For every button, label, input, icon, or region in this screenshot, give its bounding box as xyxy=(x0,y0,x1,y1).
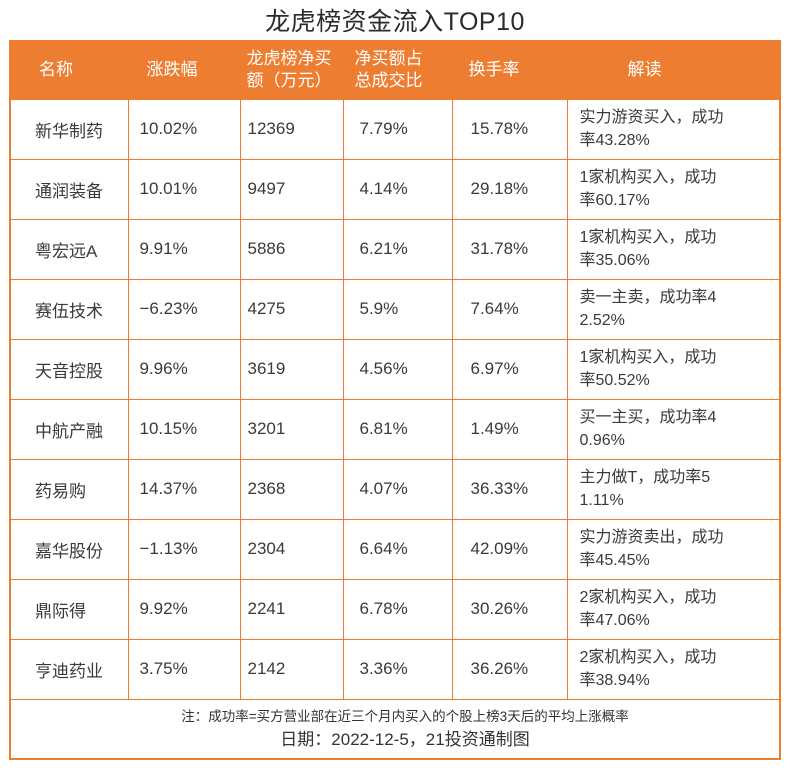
net-buy-ratio: 4.56% xyxy=(342,338,453,400)
interpretation: 1家机构买入，成功 率35.06% xyxy=(566,218,781,280)
table-row: 嘉华股份 −1.13% 2304 6.64% 42.09% 实力游资卖出，成功 … xyxy=(9,518,781,580)
interpretation: 卖一主卖，成功率4 2.52% xyxy=(566,278,781,340)
interpretation: 2家机构买入，成功 率38.94% xyxy=(566,638,781,700)
table-footer: 注：成功率=买方营业部在近三个月内买入的个股上榜3天后的平均上涨概率 日期：20… xyxy=(9,698,781,759)
col-header-ratio: 净买额占 总成交比 xyxy=(342,40,453,100)
table-row: 赛伍技术 −6.23% 4275 5.9% 7.64% 卖一主卖，成功率4 2.… xyxy=(9,278,781,340)
interpretation: 实力游资买入，成功 率43.28% xyxy=(566,98,781,160)
header-row: 名称 涨跌幅 龙虎榜净买 额（万元） 净买额占 总成交比 换手率 解读 xyxy=(9,40,781,100)
net-buy-ratio: 3.36% xyxy=(342,638,453,700)
change-pct: 10.02% xyxy=(127,98,241,160)
page-title: 龙虎榜资金流入TOP10 xyxy=(265,8,525,36)
change-pct: 10.01% xyxy=(127,158,241,220)
table-row: 天音控股 9.96% 3619 4.56% 6.97% 1家机构买入，成功 率5… xyxy=(9,338,781,400)
change-pct: 9.92% xyxy=(127,578,241,640)
col-header-turnover: 换手率 xyxy=(451,40,568,100)
stock-name: 新华制药 xyxy=(9,98,129,160)
interpretation: 1家机构买入，成功 率60.17% xyxy=(566,158,781,220)
footnote: 注：成功率=买方营业部在近三个月内买入的个股上榜3天后的平均上涨概率 xyxy=(181,708,629,724)
net-buy-amount: 5886 xyxy=(239,218,344,280)
stock-name: 粤宏远A xyxy=(9,218,129,280)
net-buy-amount: 3201 xyxy=(239,398,344,460)
change-pct: 3.75% xyxy=(127,638,241,700)
net-buy-amount: 12369 xyxy=(239,98,344,160)
net-buy-amount: 4275 xyxy=(239,278,344,340)
table-row: 鼎际得 9.92% 2241 6.78% 30.26% 2家机构买入，成功 率4… xyxy=(9,578,781,640)
net-buy-amount: 2142 xyxy=(239,638,344,700)
interpretation: 2家机构买入，成功 率47.06% xyxy=(566,578,781,640)
date-source-line: 日期：2022-12-5，21投资通制图 xyxy=(280,729,530,749)
net-buy-ratio: 4.07% xyxy=(342,458,453,520)
table-row: 新华制药 10.02% 12369 7.79% 15.78% 实力游资买入，成功… xyxy=(9,98,781,160)
col-header-change: 涨跌幅 xyxy=(127,40,241,100)
change-pct: 9.91% xyxy=(127,218,241,280)
stock-name: 鼎际得 xyxy=(9,578,129,640)
lhb-table: 名称 涨跌幅 龙虎榜净买 额（万元） 净买额占 总成交比 换手率 解读 新华制药… xyxy=(9,40,781,760)
col-header-interpretation: 解读 xyxy=(566,40,781,100)
stock-name: 通润装备 xyxy=(9,158,129,220)
turnover-rate: 31.78% xyxy=(451,218,568,280)
footer-row: 注：成功率=买方营业部在近三个月内买入的个股上榜3天后的平均上涨概率 日期：20… xyxy=(9,698,781,759)
stock-name: 中航产融 xyxy=(9,398,129,460)
stock-name: 亨迪药业 xyxy=(9,638,129,700)
change-pct: 9.96% xyxy=(127,338,241,400)
turnover-rate: 1.49% xyxy=(451,398,568,460)
interpretation: 1家机构买入，成功 率50.52% xyxy=(566,338,781,400)
table-row: 粤宏远A 9.91% 5886 6.21% 31.78% 1家机构买入，成功 率… xyxy=(9,218,781,280)
turnover-rate: 30.26% xyxy=(451,578,568,640)
change-pct: −6.23% xyxy=(127,278,241,340)
net-buy-amount: 2368 xyxy=(239,458,344,520)
stock-name: 天音控股 xyxy=(9,338,129,400)
table-row: 药易购 14.37% 2368 4.07% 36.33% 主力做T，成功率5 1… xyxy=(9,458,781,520)
stock-name: 药易购 xyxy=(9,458,129,520)
table-row: 通润装备 10.01% 9497 4.14% 29.18% 1家机构买入，成功 … xyxy=(9,158,781,220)
turnover-rate: 29.18% xyxy=(451,158,568,220)
net-buy-ratio: 6.21% xyxy=(342,218,453,280)
table-header: 名称 涨跌幅 龙虎榜净买 额（万元） 净买额占 总成交比 换手率 解读 xyxy=(9,40,781,100)
net-buy-amount: 2241 xyxy=(239,578,344,640)
turnover-rate: 36.33% xyxy=(451,458,568,520)
footer-cell: 注：成功率=买方营业部在近三个月内买入的个股上榜3天后的平均上涨概率 日期：20… xyxy=(9,698,781,759)
interpretation: 买一主买，成功率4 0.96% xyxy=(566,398,781,460)
table-body: 新华制药 10.02% 12369 7.79% 15.78% 实力游资买入，成功… xyxy=(9,98,781,700)
net-buy-amount: 2304 xyxy=(239,518,344,580)
net-buy-ratio: 5.9% xyxy=(342,278,453,340)
col-header-name: 名称 xyxy=(9,40,129,100)
interpretation: 主力做T，成功率5 1.11% xyxy=(566,458,781,520)
stock-name: 赛伍技术 xyxy=(9,278,129,340)
turnover-rate: 7.64% xyxy=(451,278,568,340)
net-buy-ratio: 6.64% xyxy=(342,518,453,580)
table-row: 亨迪药业 3.75% 2142 3.36% 36.26% 2家机构买入，成功 率… xyxy=(9,638,781,700)
turnover-rate: 15.78% xyxy=(451,98,568,160)
change-pct: −1.13% xyxy=(127,518,241,580)
table-row: 中航产融 10.15% 3201 6.81% 1.49% 买一主买，成功率4 0… xyxy=(9,398,781,460)
change-pct: 14.37% xyxy=(127,458,241,520)
turnover-rate: 42.09% xyxy=(451,518,568,580)
interpretation: 实力游资卖出，成功 率45.45% xyxy=(566,518,781,580)
net-buy-amount: 9497 xyxy=(239,158,344,220)
change-pct: 10.15% xyxy=(127,398,241,460)
turnover-rate: 6.97% xyxy=(451,338,568,400)
net-buy-ratio: 7.79% xyxy=(342,98,453,160)
net-buy-ratio: 6.81% xyxy=(342,398,453,460)
net-buy-ratio: 4.14% xyxy=(342,158,453,220)
stock-name: 嘉华股份 xyxy=(9,518,129,580)
net-buy-amount: 3619 xyxy=(239,338,344,400)
col-header-net-buy: 龙虎榜净买 额（万元） xyxy=(239,40,344,100)
turnover-rate: 36.26% xyxy=(451,638,568,700)
net-buy-ratio: 6.78% xyxy=(342,578,453,640)
